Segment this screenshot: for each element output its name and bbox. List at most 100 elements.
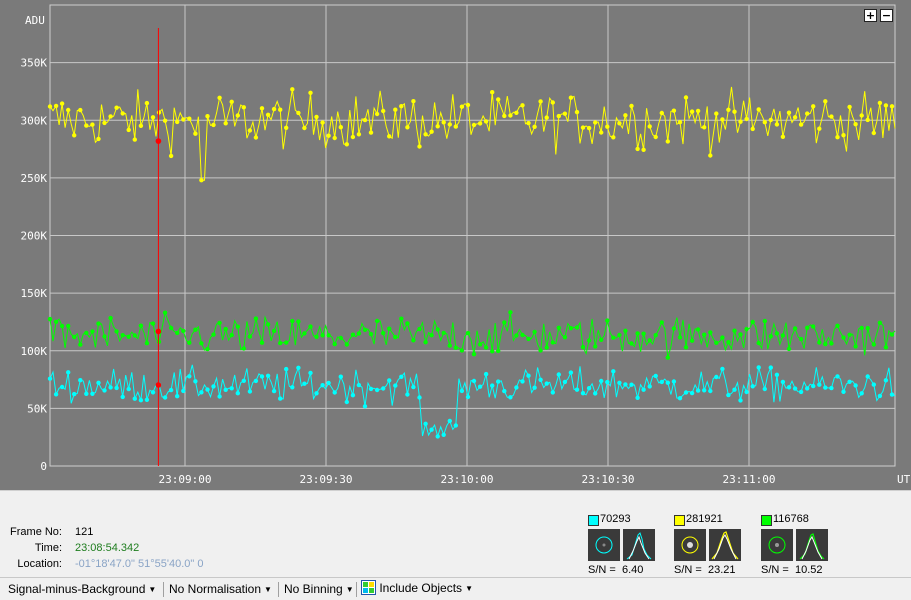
target-2-color-swatch[interactable] bbox=[674, 515, 685, 526]
data-point bbox=[368, 130, 374, 135]
data-point bbox=[235, 113, 240, 118]
series-line bbox=[49, 310, 896, 358]
location-value: -01°18'47.0" 51°55'40.0" 0 bbox=[75, 558, 204, 570]
target-3-color-swatch[interactable] bbox=[761, 515, 772, 526]
data-point bbox=[53, 319, 59, 324]
data-point bbox=[193, 131, 198, 136]
data-point bbox=[84, 123, 89, 128]
data-point bbox=[550, 390, 555, 395]
y-tick-label: 300K bbox=[21, 114, 48, 127]
data-point bbox=[586, 386, 592, 391]
data-point bbox=[193, 379, 198, 384]
cursor-marker bbox=[155, 138, 162, 144]
chevron-down-icon: ▼ bbox=[465, 584, 473, 593]
target-1-psf-thumbnail[interactable] bbox=[623, 529, 655, 561]
data-point bbox=[593, 344, 598, 349]
data-point bbox=[853, 344, 858, 349]
data-point bbox=[205, 387, 210, 392]
normalisation-dropdown[interactable]: No Normalisation ▼ bbox=[169, 582, 272, 596]
data-point bbox=[368, 386, 374, 392]
data-point bbox=[465, 102, 471, 108]
data-point bbox=[465, 394, 471, 400]
data-point bbox=[641, 331, 646, 336]
data-point bbox=[168, 387, 174, 393]
data-point bbox=[750, 384, 755, 389]
target-2-star-thumbnail[interactable] bbox=[674, 529, 706, 561]
data-point bbox=[393, 334, 398, 340]
data-point bbox=[168, 153, 174, 159]
data-point bbox=[350, 393, 356, 398]
data-point bbox=[798, 336, 804, 342]
data-point bbox=[459, 388, 465, 394]
data-point bbox=[623, 113, 628, 118]
data-point bbox=[126, 127, 131, 133]
target-2-snr: S/N = 23.21 bbox=[674, 564, 736, 576]
data-point bbox=[483, 371, 489, 377]
data-point bbox=[580, 344, 586, 350]
y-tick-label: 150K bbox=[21, 287, 48, 300]
data-point bbox=[235, 391, 240, 396]
data-point bbox=[514, 385, 519, 390]
data-point bbox=[471, 352, 477, 357]
data-point bbox=[308, 90, 313, 96]
data-point bbox=[526, 120, 531, 126]
y-tick-label: 0 bbox=[40, 460, 47, 473]
data-point bbox=[520, 379, 525, 384]
data-point bbox=[502, 320, 507, 325]
data-point bbox=[126, 334, 131, 339]
data-point bbox=[550, 340, 555, 345]
data-point bbox=[441, 330, 446, 336]
target-3-psf-thumbnail[interactable] bbox=[796, 529, 828, 561]
data-point bbox=[205, 346, 210, 352]
binning-dropdown[interactable]: No Binning ▼ bbox=[284, 582, 354, 596]
data-point bbox=[120, 333, 125, 338]
target-1-star-thumbnail[interactable] bbox=[588, 529, 620, 561]
data-point bbox=[181, 328, 186, 334]
data-point bbox=[399, 104, 404, 109]
data-point bbox=[538, 99, 543, 104]
data-point bbox=[659, 110, 664, 116]
data-point bbox=[405, 125, 410, 130]
data-point bbox=[471, 378, 477, 384]
data-point bbox=[871, 342, 876, 347]
divider bbox=[163, 582, 164, 597]
data-point bbox=[550, 100, 555, 105]
data-point bbox=[647, 338, 652, 343]
data-point bbox=[780, 379, 786, 385]
include-objects-dropdown[interactable]: Include Objects ▼ bbox=[361, 580, 473, 595]
data-point bbox=[599, 337, 604, 342]
data-point bbox=[714, 374, 719, 380]
signal-mode-dropdown[interactable]: Signal-minus-Background ▼ bbox=[8, 582, 157, 596]
data-point bbox=[193, 327, 198, 332]
data-point bbox=[423, 132, 428, 137]
data-point bbox=[835, 135, 840, 140]
data-point bbox=[429, 333, 434, 338]
target-3-snr: S/N = 10.52 bbox=[761, 564, 823, 576]
data-point bbox=[889, 392, 895, 397]
target-1-color-swatch[interactable] bbox=[588, 515, 599, 526]
data-point bbox=[417, 144, 422, 149]
data-point bbox=[732, 328, 737, 333]
data-point bbox=[102, 334, 107, 339]
data-point bbox=[162, 310, 168, 315]
target-3-star-thumbnail[interactable] bbox=[761, 529, 793, 561]
data-point bbox=[47, 316, 53, 322]
data-point bbox=[780, 333, 786, 338]
data-point bbox=[865, 117, 870, 123]
data-point bbox=[629, 382, 634, 387]
data-point bbox=[150, 390, 156, 395]
zoom-out-button[interactable]: − bbox=[880, 9, 893, 22]
chart-canvas[interactable]: 0 50K 100K 150K 200K 250K 300K 350K 23:09:00 23:0… bbox=[0, 0, 911, 490]
data-point bbox=[84, 391, 89, 396]
data-point bbox=[453, 423, 458, 428]
data-point bbox=[774, 331, 780, 336]
data-point bbox=[90, 122, 95, 127]
data-point bbox=[877, 393, 883, 399]
series-2 bbox=[47, 310, 896, 360]
zoom-in-button[interactable]: + bbox=[864, 9, 877, 22]
data-point bbox=[47, 104, 53, 109]
target-2-psf-thumbnail[interactable] bbox=[709, 529, 741, 561]
data-point bbox=[556, 325, 561, 330]
data-point bbox=[695, 108, 701, 114]
light-curve-plot[interactable]: 0 50K 100K 150K 200K 250K 300K 350K 23:09:00 23:0… bbox=[0, 0, 911, 490]
